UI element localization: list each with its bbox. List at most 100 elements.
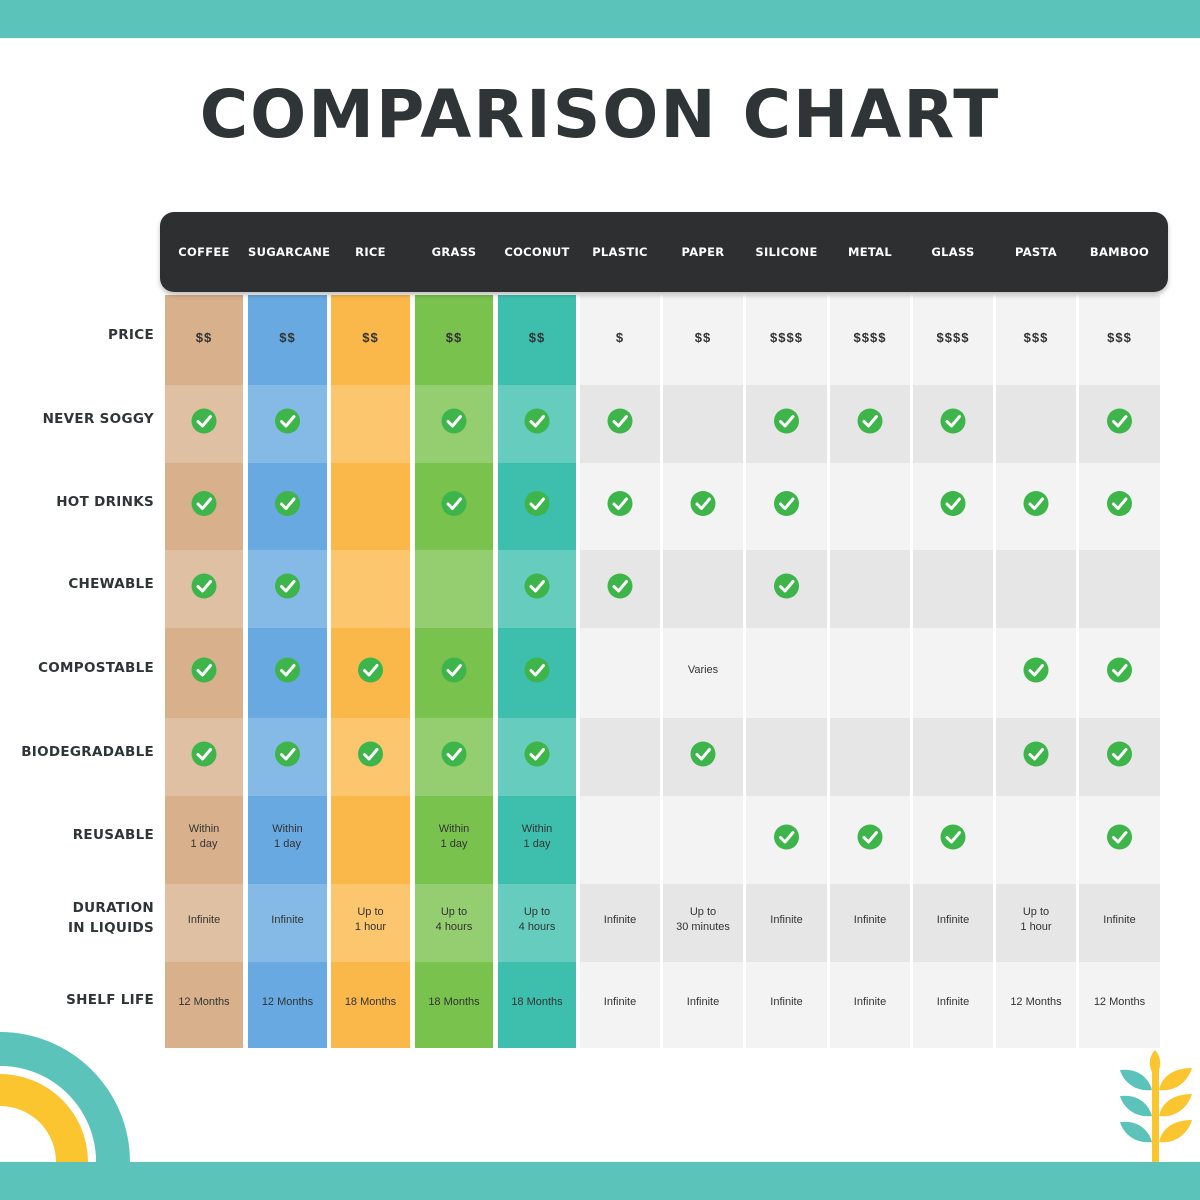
table-cell-line: $$$$ — [936, 329, 970, 345]
table-cell-line: 30 minutes — [676, 921, 730, 933]
table-cell: Infinite — [913, 995, 993, 1010]
table-cell-line: 12 Months — [261, 995, 314, 1008]
table-cell: 18 Months — [498, 995, 576, 1010]
check-circle-icon — [191, 657, 217, 683]
table-cell: 18 Months — [415, 995, 493, 1010]
table-cell-line: $$ — [279, 329, 296, 345]
row-header-line: PRICE — [108, 327, 154, 343]
table-cell-line: Infinite — [936, 995, 970, 1008]
check-circle-icon — [1107, 408, 1132, 434]
table-cell-bg — [580, 718, 660, 796]
table-cell-bg — [331, 463, 410, 550]
table-cell-line: Infinite — [271, 913, 304, 926]
row-header: REUSABLE — [0, 825, 154, 845]
table-cell-line: Infinite — [603, 995, 637, 1008]
table-cell-line: Infinite — [686, 995, 720, 1008]
table-cell-bg — [1079, 295, 1160, 385]
table-cell-bg — [830, 628, 910, 718]
table-cell-bg — [746, 962, 827, 1048]
table-cell: Up to 4 hours — [498, 905, 576, 935]
check-circle-icon — [275, 741, 300, 767]
table-cell-line: 1 hour — [1020, 921, 1052, 933]
table-cell-line: 12 Months — [1010, 995, 1062, 1008]
row-header-line: COMPOSTABLE — [38, 660, 154, 676]
table-cell-line: Infinite — [936, 913, 970, 926]
check-circle-icon — [774, 824, 799, 850]
check-circle-icon — [607, 573, 633, 599]
table-cell-bg — [913, 884, 993, 962]
check-circle-icon — [191, 408, 217, 434]
table-cell-line: 1 day — [440, 838, 468, 850]
column-header-rice: RICE — [355, 245, 386, 259]
check-circle-icon — [1107, 824, 1132, 850]
table-cell-line: 12 Months — [178, 995, 230, 1008]
table-cell: Up to 4 hours — [415, 905, 493, 935]
table-cell-line: 18 Months — [428, 995, 480, 1008]
table-cell-bg — [498, 796, 576, 884]
table-cell: 12 Months — [1079, 995, 1160, 1010]
table-cell: Infinite — [746, 913, 827, 928]
table-cell-bg — [663, 962, 743, 1048]
table-cell-line: 18 Months — [511, 995, 563, 1008]
table-cell-line: $ — [615, 329, 625, 345]
table-cell-bg — [996, 295, 1076, 385]
column-header-coconut: COCONUT — [504, 245, 570, 259]
column-header-grass: GRASS — [431, 245, 477, 259]
check-circle-icon — [524, 491, 550, 516]
table-cell-bg — [663, 796, 743, 884]
check-circle-icon — [940, 408, 966, 434]
rainbow-icon — [0, 1032, 130, 1162]
table-cell-line: Infinite — [770, 913, 803, 926]
check-circle-icon — [1023, 657, 1049, 683]
table-cell: Infinite — [746, 995, 827, 1010]
table-cell: 18 Months — [331, 995, 410, 1010]
table-cell: $$ — [498, 330, 576, 345]
table-cell: $$ — [415, 330, 493, 345]
table-cell-bg — [498, 295, 576, 385]
table-cell-line: Up to — [689, 906, 717, 918]
chart-title: COMPARISON CHART — [199, 76, 1001, 153]
table-cell-bg — [165, 962, 243, 1048]
check-circle-icon — [1107, 491, 1132, 516]
table-cell-bg — [830, 295, 910, 385]
table-cell-line: Up to — [440, 906, 468, 918]
table-cell: Within 1 day — [415, 822, 493, 852]
row-header-line: DURATION — [72, 900, 154, 916]
table-cell-bg — [165, 884, 243, 962]
table-cell-bg — [746, 884, 827, 962]
table-cell-bg — [248, 295, 327, 385]
table-cell-bg — [913, 718, 993, 796]
table-cell-line: $$$ — [1023, 329, 1049, 345]
table-cell-bg — [415, 884, 493, 962]
row-header: NEVER SOGGY — [0, 409, 154, 429]
table-cell: 12 Months — [165, 995, 243, 1010]
table-cell: $$$$ — [830, 330, 910, 345]
table-cell-line: Infinite — [770, 995, 803, 1008]
table-cell-bg — [830, 962, 910, 1048]
table-cell-line: 1 day — [523, 838, 551, 850]
row-header: HOT DRINKS — [0, 492, 154, 512]
check-circle-icon — [191, 491, 217, 516]
table-cell-bg — [248, 962, 327, 1048]
table-cell: $ — [580, 330, 660, 345]
column-header-bamboo: BAMBOO — [1089, 245, 1150, 259]
check-circle-icon — [191, 741, 217, 767]
table-cell-line: 4 hours — [435, 921, 473, 933]
column-header-plastic: PLASTIC — [592, 245, 648, 259]
table-cell-line: 1 hour — [354, 921, 387, 933]
table-cell: Varies — [663, 663, 743, 678]
table-cell-bg — [996, 550, 1076, 628]
row-header: PRICE — [0, 325, 154, 345]
table-cell: $$ — [165, 330, 243, 345]
table-cell: Infinite — [165, 913, 243, 928]
check-circle-icon — [441, 491, 467, 516]
table-cell-line: $$ — [445, 329, 463, 345]
check-circle-icon — [774, 408, 799, 434]
check-circle-icon — [441, 408, 467, 434]
table-cell-bg — [165, 295, 243, 385]
table-cell-bg — [1079, 550, 1160, 628]
row-header-line: BIODEGRADABLE — [21, 744, 154, 760]
table-cell-line: Within — [272, 823, 303, 835]
table-cell-bg — [331, 962, 410, 1048]
table-cell: Up to 30 minutes — [663, 905, 743, 935]
